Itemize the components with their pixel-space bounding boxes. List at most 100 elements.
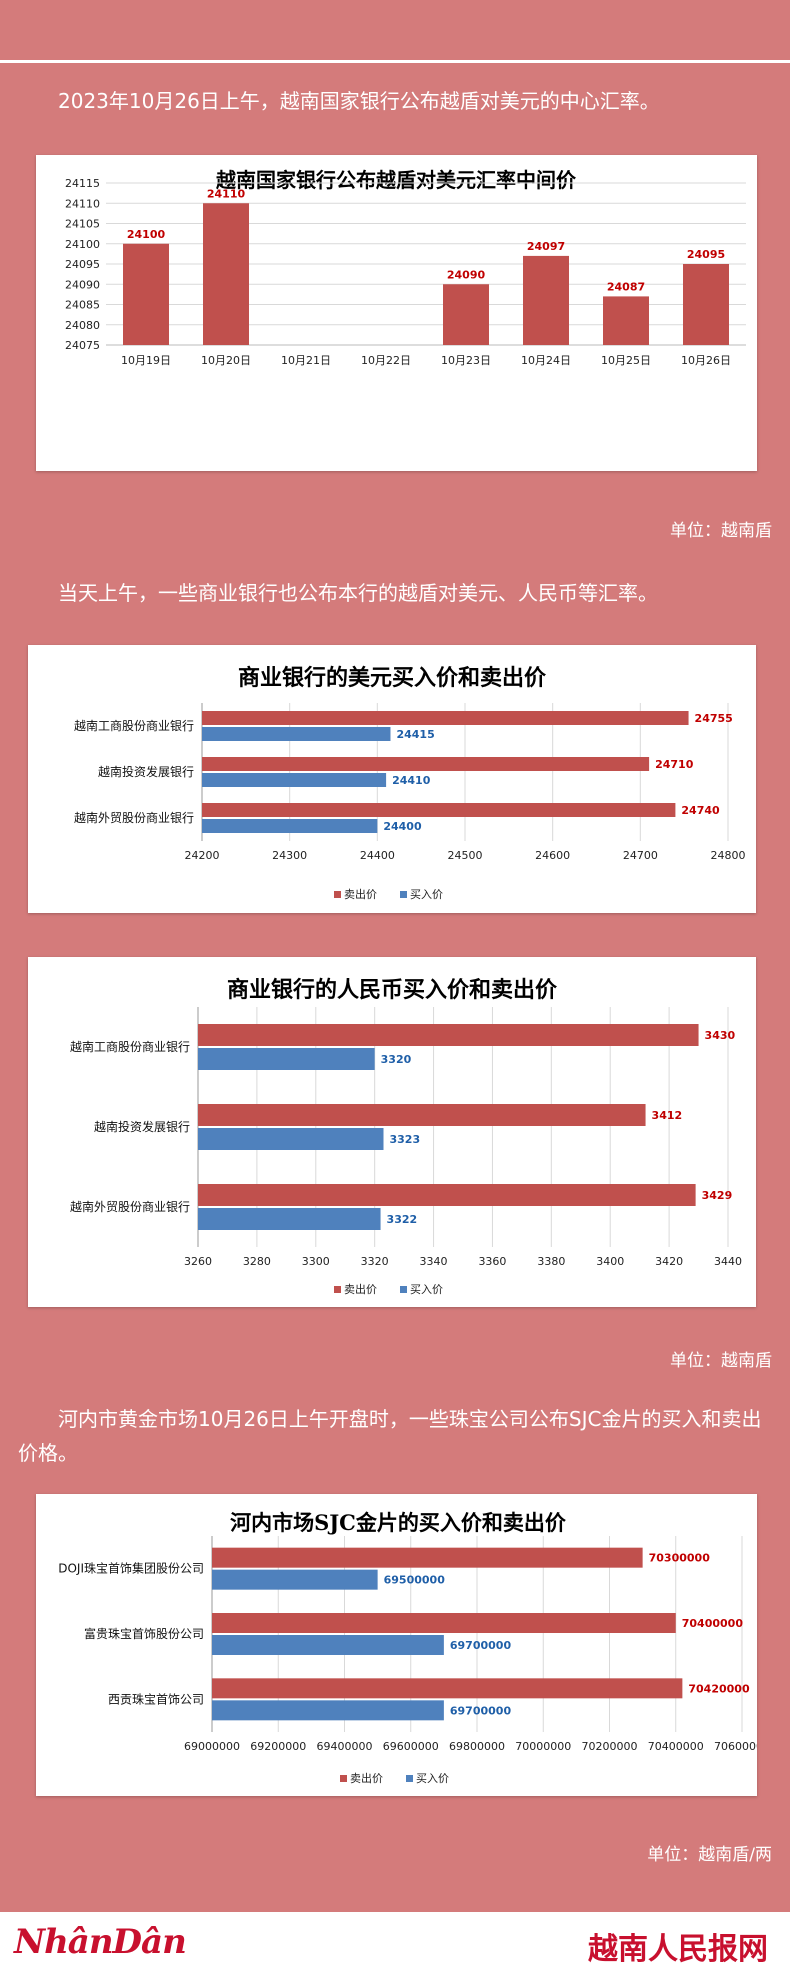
legend-label-sell: 卖出价: [344, 1282, 377, 1296]
legend-label-buy: 买入价: [416, 1772, 449, 1785]
x-tick-label: 69000000: [184, 1740, 240, 1753]
bar: [203, 203, 249, 345]
x-tick-label: 10月23日: [441, 354, 491, 367]
sell-bar: [202, 757, 650, 771]
legend-swatch-sell: [334, 891, 341, 898]
x-tick-label: 3260: [184, 1255, 212, 1268]
category-label: 越南投资发展银行: [94, 1119, 190, 1134]
chart-panel-usd: 商业银行的美元买入价和卖出价 24200 24300 24400 24500 24600 2…: [28, 645, 756, 913]
data-label: 69700000: [450, 1639, 512, 1652]
legend-label-buy: 买入价: [410, 1283, 443, 1296]
category-label: 越南投资发展银行: [98, 764, 194, 779]
legend-swatch-sell: [334, 1286, 341, 1293]
data-label: 24410: [392, 774, 431, 787]
x-tick-label: 3280: [243, 1255, 271, 1268]
intro-paragraph: 2023年10月26日上午，越南国家银行公布越盾对美元的中心汇率。: [58, 89, 660, 113]
commercial-banks-paragraph: 当天上午，一些商业银行也公布本行的越盾对美元、人民币等汇率。: [58, 581, 658, 605]
x-tick-label: 24600: [535, 849, 570, 862]
footer-bar: NhânDân 越南人民报网: [0, 1912, 790, 1975]
bar: [523, 255, 569, 345]
data-label: 24400: [383, 820, 422, 833]
legend-label-buy: 买入价: [410, 888, 443, 901]
x-tick-label: 3380: [537, 1255, 565, 1268]
y-tick-label: 24100: [65, 238, 100, 251]
central-rate-chart: 越南国家银行公布越盾对美元汇率中间价 24075 24080 24085 24090 24…: [65, 168, 746, 367]
y-tick-label: 24090: [65, 278, 100, 291]
data-label: 3430: [705, 1029, 736, 1042]
chart-panel-cny: 商业银行的人民币买入价和卖出价 3260 3280 3300 3320 3340 3360 3…: [28, 957, 756, 1307]
data-label: 70420000: [688, 1682, 750, 1695]
x-tick-label: 10月26日: [681, 354, 731, 367]
data-label: 3322: [387, 1213, 418, 1226]
x-tick-label: 70600000: [714, 1740, 757, 1753]
y-tick-label: 24080: [65, 319, 100, 332]
cny-rate-chart: 商业银行的人民币买入价和卖出价 3260 3280 3300 3320 3340 3360 3…: [70, 977, 742, 1296]
x-tick-label: 10月24日: [521, 354, 571, 367]
x-tick-label: 3420: [655, 1255, 683, 1268]
y-tick-label: 24115: [65, 177, 100, 190]
data-label: 3429: [702, 1189, 733, 1202]
x-tick-label: 70000000: [515, 1740, 571, 1753]
x-tick-label: 3400: [596, 1255, 624, 1268]
sell-bar: [202, 711, 689, 725]
sell-bar: [198, 1184, 696, 1206]
x-tick-label: 24700: [623, 849, 658, 862]
x-tick-label: 24200: [185, 849, 220, 862]
data-label: 70300000: [649, 1552, 711, 1565]
x-tick-label: 3320: [361, 1255, 389, 1268]
legend-swatch-buy: [400, 891, 407, 898]
data-label: 24740: [681, 804, 720, 817]
chart-title: 越南国家银行公布越盾对美元汇率中间价: [215, 168, 577, 192]
x-tick-label: 69800000: [449, 1740, 505, 1753]
chart-title: 河内市场SJC金片的买入价和卖出价: [230, 1510, 567, 1535]
x-tick-label: 24500: [448, 849, 483, 862]
data-label: 3323: [390, 1133, 421, 1146]
chart-title: 商业银行的美元买入价和卖出价: [238, 665, 547, 691]
data-label: 69700000: [450, 1704, 512, 1717]
x-tick-label: 10月20日: [201, 354, 251, 367]
x-tick-label: 10月21日: [281, 354, 331, 367]
gold-price-chart: 河内市场SJC金片的买入价和卖出价 69000000 69200000 6940000…: [58, 1510, 757, 1785]
x-tick-label: 24300: [272, 849, 307, 862]
x-tick-label: 3360: [478, 1255, 506, 1268]
data-label: 24095: [687, 248, 725, 261]
data-label: 24755: [695, 712, 733, 725]
x-tick-label: 70200000: [582, 1740, 638, 1753]
legend-label-sell: 卖出价: [350, 1771, 383, 1785]
nhandan-logo[interactable]: NhânDân: [14, 1922, 187, 1962]
buy-bar: [202, 819, 378, 833]
x-tick-label: 10月22日: [361, 354, 411, 367]
x-tick-label: 3340: [420, 1255, 448, 1268]
data-label: 24100: [127, 228, 166, 241]
buy-bar: [198, 1048, 375, 1070]
category-label: 越南外贸股份商业银行: [70, 1199, 190, 1214]
site-name-logo[interactable]: 越南人民报网: [588, 1932, 768, 1967]
y-tick-label: 24105: [65, 218, 100, 231]
data-label: 24710: [655, 758, 694, 771]
y-tick-label: 24095: [65, 258, 100, 271]
buy-bar: [212, 1569, 378, 1590]
category-label: DOJI珠宝首饰集团股份公司: [58, 1561, 204, 1576]
chart-panel-central-rate: 越南国家银行公布越盾对美元汇率中间价 24075 24080 24085 24090 24…: [36, 155, 757, 471]
x-tick-label: 69200000: [250, 1740, 306, 1753]
sell-bar: [212, 1547, 643, 1568]
chart-title: 商业银行的人民币买入价和卖出价: [227, 977, 558, 1003]
x-tick-label: 69400000: [317, 1740, 373, 1753]
y-tick-label: 24110: [65, 197, 100, 210]
sell-bar: [212, 1678, 683, 1699]
buy-bar: [212, 1635, 444, 1655]
sell-bar: [202, 803, 676, 817]
category-label: 西贡珠宝首饰公司: [108, 1692, 204, 1706]
gold-paragraph: 河内市黄金市场10月26日上午开盘时，一些珠宝公司公布SJC金片的买入和卖出价格…: [18, 1407, 762, 1465]
x-tick-label: 24400: [360, 849, 395, 862]
legend-label-sell: 卖出价: [344, 887, 377, 901]
x-tick-label: 24800: [711, 849, 746, 862]
y-tick-label: 24085: [65, 299, 100, 312]
buy-bar: [202, 727, 391, 741]
usd-rate-chart: 商业银行的美元买入价和卖出价 24200 24300 24400 24500 24600 2…: [74, 665, 746, 901]
data-label: 24110: [207, 187, 246, 200]
data-label: 24090: [447, 268, 486, 281]
x-tick-label: 69600000: [383, 1740, 439, 1753]
category-label: 越南工商股份商业银行: [70, 1039, 190, 1054]
legend-swatch-sell: [340, 1775, 347, 1782]
